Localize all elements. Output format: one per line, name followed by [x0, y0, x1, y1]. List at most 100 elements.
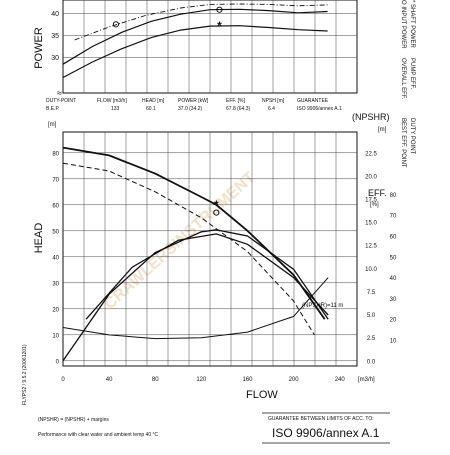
flow-x-tick-label: 0: [61, 377, 65, 383]
eff-y-tick-label: 20: [390, 318, 397, 324]
power-series: [62, 3, 328, 79]
power-grid: [63, 0, 357, 93]
power-series-line: [62, 8, 328, 65]
npshr-y-tick-label: 2.5: [367, 336, 376, 342]
legend-best-eff-point: BEST EFF. POINT: [400, 118, 406, 168]
npshr-axis-label: (NPSHR): [352, 112, 390, 122]
head-y-tick-label: 30: [52, 281, 59, 287]
flow-x-tick-label: 80: [152, 377, 159, 383]
flow-x-tick-label: 200: [289, 377, 300, 383]
power-y-ticks: 30 35 40: [51, 11, 59, 62]
eff-y-tick-label: 70: [390, 214, 397, 220]
table-row-label: B.E.P.: [46, 106, 60, 112]
head-y-tick-label: 10: [52, 333, 59, 339]
npshr-y-tick-label: 10.0: [365, 267, 377, 273]
power-y-tick-label: 40: [51, 11, 59, 18]
table-header-duty: DUTY-POINT: [46, 98, 76, 104]
head-marker: *: [214, 198, 219, 212]
head-axis-label: HEAD: [33, 223, 45, 254]
document-code: FLYPS2 / 9.5.2 (20061201): [22, 344, 28, 405]
table-header-flow: FLOW [m3/h]: [97, 98, 127, 104]
head-y-ticks: 0 10 20 30 40 50 60 70 80: [52, 151, 59, 365]
npshr-y-tick-label: 7.5: [367, 290, 376, 296]
table-cell-npsh: 6.4: [268, 106, 275, 112]
table-header-guarantee: GUARANTEE: [297, 98, 329, 104]
footer-note-npshr: (NPSHR) = (NPSHR) + margins: [38, 417, 109, 423]
head-y-tick-label: 40: [52, 255, 59, 261]
eff-axis-label: EFF.: [368, 188, 387, 198]
guarantee-label: GUARANTEE BETWEEN LIMITS OF ACC. TO:: [268, 416, 374, 422]
npshr-y-tick-label: 22.5: [365, 151, 377, 157]
legend-shaft-power: * SHAFT POWER: [409, 0, 415, 49]
table-header-power: POWER [kW]: [178, 98, 209, 104]
head-y-tick-label: 80: [52, 151, 59, 157]
head-series-line: [62, 277, 329, 340]
power-y-tick-label: 30: [51, 55, 59, 62]
npshr-y-tick-label: 5.0: [367, 313, 376, 319]
head-panel: 0 40 80 120 160 200 240 0 10 20 30 40 50 60 70 80 0.0 2…: [33, 112, 397, 401]
guarantee-value: ISO 9906/annex A.1: [272, 426, 380, 440]
legend-overall-eff: OVERALL EFF.: [400, 58, 406, 100]
flow-x-tick-label: 240: [335, 377, 346, 383]
footer: (NPSHR) = (NPSHR) + margins Performance …: [38, 412, 390, 444]
flow-x-tick-label: 160: [242, 377, 253, 383]
head-y-tick-label: 60: [52, 203, 59, 209]
eff-y-tick-label: 30: [390, 297, 397, 303]
power-marker: [216, 6, 223, 13]
flow-x-tick-label: 120: [196, 377, 207, 383]
head-y-tick-label: 70: [52, 177, 59, 183]
table-header-npsh: NPSH [m]: [262, 98, 285, 104]
table-cell-head: 60.1: [146, 106, 156, 112]
eff-y-tick-label: 50: [390, 255, 397, 261]
duty-point-table: DUTY-POINT FLOW [m3/h] HEAD [m] POWER [k…: [46, 98, 342, 112]
eff-y-tick-label: 80: [390, 193, 397, 199]
head-markers: *: [213, 198, 220, 216]
flow-unit-label: [m3/h]: [358, 377, 375, 383]
table-header-eff: EFF. [%]: [226, 98, 246, 104]
legend-column: O INPUT POWER * SHAFT POWER OVERALL EFF.…: [400, 0, 415, 168]
npshr-y-tick-label: 0.0: [367, 359, 376, 365]
head-x-ticks: 0 40 80 120 160 200 240: [61, 377, 345, 383]
head-y-tick-label: 20: [52, 307, 59, 313]
power-markers: *: [112, 6, 223, 33]
table-cell-guarantee: ISO 9906/annex A.1: [297, 106, 342, 112]
power-y-tick-label: 35: [51, 33, 59, 40]
table-cell-eff: 67.8 (64.3): [226, 106, 251, 112]
npshr-y-tick-label: 20.0: [365, 174, 377, 180]
head-unit-label: [m]: [48, 122, 57, 128]
eff-y-tick-label: 10: [390, 339, 397, 345]
power-marker: *: [217, 19, 222, 33]
table-cell-flow: 133: [111, 106, 120, 112]
head-series-line: [62, 146, 326, 320]
head-y-tick-label: 0: [56, 359, 60, 365]
head-grid: [63, 132, 357, 366]
footer-note-performance: Performance with clear water and ambient…: [38, 432, 158, 438]
head-marker: [213, 209, 220, 216]
power-series-line: [62, 25, 328, 79]
power-break-mark: ≈: [57, 88, 62, 98]
head-series-line: [62, 229, 329, 362]
power-axis-label: POWER: [33, 27, 45, 69]
legend-pump-eff: PUMP EFF.: [409, 58, 415, 90]
head-series: [62, 146, 329, 362]
head-series-line: [62, 162, 315, 336]
legend-input-power: O INPUT POWER: [400, 0, 406, 49]
power-series-line: [74, 3, 328, 41]
power-panel: 30 35 40 * POWER ≈: [33, 0, 358, 98]
eff-y-tick-label: 40: [390, 276, 397, 282]
npshr-y-tick-label: 15.0: [365, 221, 377, 227]
npshr-y-tick-label: 17.5: [365, 198, 377, 204]
npshr-y-ticks: 0.0 2.5 5.0 7.5 10.0 12.5 15.0 17.5 20.0 22.5: [365, 151, 377, 365]
power-marker: [112, 21, 120, 28]
table-header-head: HEAD [m]: [142, 98, 165, 104]
table-cell-power: 37.0 (34.2): [178, 106, 203, 112]
npshr-annotation: (NPSHR)=11 m: [302, 303, 343, 309]
flow-x-tick-label: 40: [106, 377, 113, 383]
flow-axis-label: FLOW: [246, 389, 278, 401]
head-y-tick-label: 50: [52, 229, 59, 235]
head-series-line: [85, 233, 329, 320]
legend-duty-point: DUTY POINT: [409, 118, 415, 155]
npshr-unit-label: [m]: [378, 127, 387, 133]
eff-unit-label: [%]: [370, 202, 379, 208]
